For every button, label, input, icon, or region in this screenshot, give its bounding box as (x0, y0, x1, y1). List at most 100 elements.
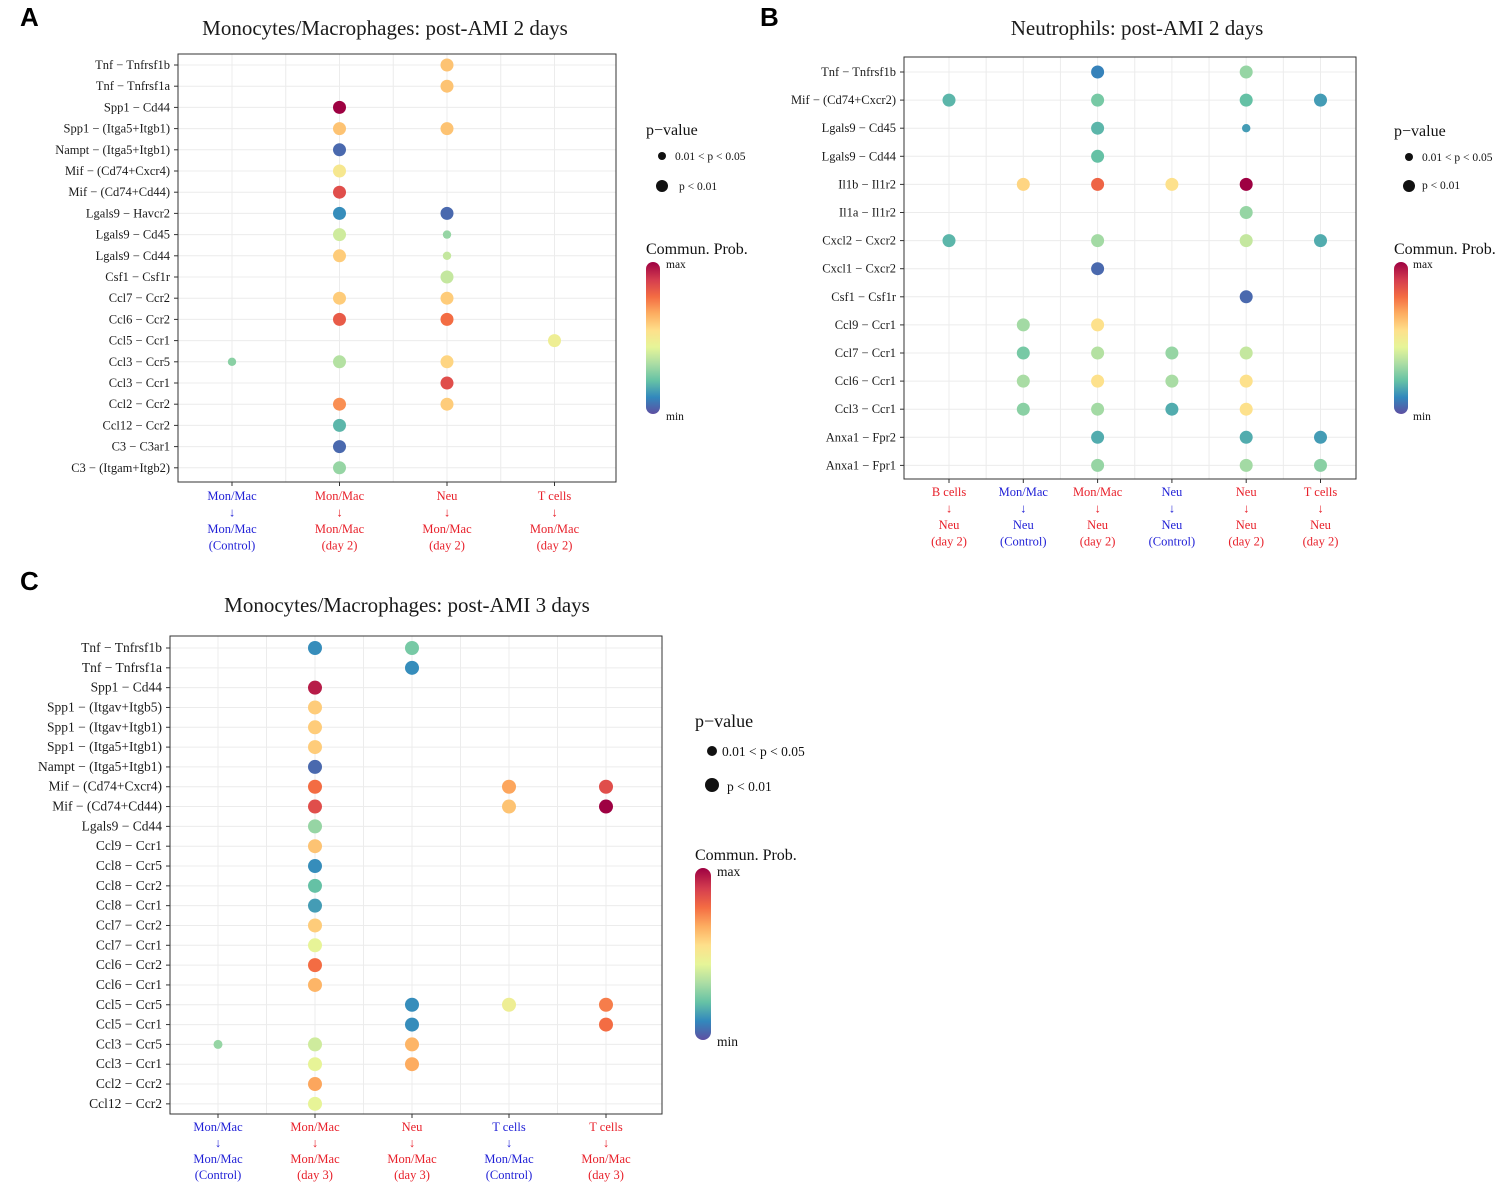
panel-b-prob-legend: Commun. Prob. max min (1394, 241, 1496, 423)
panel-b-column-labels: B cells↓Neu(day 2)Mon/Mac↓Neu(Control)Mo… (931, 479, 1338, 549)
data-point (308, 641, 322, 655)
data-point (1091, 150, 1104, 163)
panel-a-plot-background (178, 54, 616, 482)
data-point (1240, 375, 1253, 388)
panel-a-pvalue-title: p−value (646, 122, 698, 139)
column-target-label: Mon/Mac (422, 522, 472, 536)
data-point (1242, 124, 1250, 132)
column-arrow: ↓ (946, 502, 952, 516)
row-label: Il1b − Il1r2 (838, 177, 896, 191)
panel-b-pvalue-small-label: 0.01 < p < 0.05 (1422, 152, 1493, 164)
data-point (1017, 178, 1030, 191)
column-condition-label: (Control) (486, 1168, 533, 1182)
row-label: Ccl7 − Ccr2 (96, 917, 162, 932)
column-source-label: Mon/Mac (1073, 485, 1123, 499)
data-point (1165, 347, 1178, 360)
data-point (308, 978, 322, 992)
row-label: Ccl9 − Ccr1 (96, 838, 162, 853)
panel-c-prob-min: min (717, 1034, 738, 1049)
data-point (333, 440, 346, 453)
column-condition-label: (Control) (1000, 535, 1047, 549)
data-point (308, 681, 322, 695)
panel-c-pvalue-large-dot (705, 778, 719, 792)
row-label: Ccl3 − Ccr1 (96, 1056, 162, 1071)
data-point (443, 230, 451, 238)
row-label: Lgals9 − Cd44 (96, 249, 171, 263)
data-point (333, 165, 346, 178)
panel-letter-a: A (20, 2, 39, 32)
column-source-label: Mon/Mac (999, 485, 1049, 499)
column-target-label: Neu (1236, 518, 1258, 532)
row-label: Ccl7 − Ccr1 (835, 346, 896, 360)
column-arrow: ↓ (444, 506, 450, 520)
column-target-label: Mon/Mac (484, 1152, 534, 1166)
panel-a-column-labels: Mon/Mac↓Mon/Mac(Control)Mon/Mac↓Mon/Mac(… (207, 482, 579, 553)
row-label: Cxcl2 − Cxcr2 (822, 234, 896, 248)
row-label: Spp1 − (Itga5+Itgb1) (64, 122, 170, 136)
row-label: Mif − (Cd74+Cd44) (52, 799, 162, 814)
panel-b-pvalue-large-dot (1403, 180, 1415, 192)
row-label: Tnf − Tnfrsf1a (96, 79, 171, 93)
column-condition-label: (day 3) (297, 1168, 333, 1182)
data-point (502, 998, 516, 1012)
column-condition-label: (day 2) (322, 539, 358, 553)
data-point (1240, 347, 1253, 360)
data-point (308, 938, 322, 952)
column-target-label: Mon/Mac (290, 1152, 340, 1166)
panel-c-colorbar (695, 868, 711, 1040)
row-label: Mif − (Cd74+Cd44) (68, 185, 170, 199)
data-point (308, 1077, 322, 1091)
row-label: Spp1 − Cd44 (104, 100, 171, 114)
panel-a-prob-min: min (666, 411, 684, 423)
row-label: Ccl5 − Ccr5 (96, 997, 162, 1012)
column-target-label: Mon/Mac (387, 1152, 437, 1166)
data-point (405, 641, 419, 655)
panel-b-pvalue-legend: p−value 0.01 < p < 0.05 p < 0.01 (1394, 123, 1493, 192)
data-point (1091, 122, 1104, 135)
panel-c-title: Monocytes/Macrophages: post-AMI 3 days (224, 593, 590, 617)
data-point (333, 461, 346, 474)
row-label: Mif − (Cd74+Cxcr4) (65, 164, 170, 178)
row-label: Il1a − Il1r2 (839, 206, 896, 220)
row-label: Tnf − Tnfrsf1b (821, 65, 896, 79)
panel-a-row-labels: Tnf − Tnfrsf1bTnf − Tnfrsf1aSpp1 − Cd44S… (55, 58, 178, 475)
panel-a-pvalue-large-label: p < 0.01 (679, 181, 717, 193)
data-point (405, 1057, 419, 1071)
data-point (228, 358, 236, 366)
data-point (333, 398, 346, 411)
figure: A B C Monocytes/Macrophages: post-AMI 2 … (0, 0, 1498, 1183)
row-label: Ccl6 − Ccr2 (109, 312, 170, 326)
panel-a-colorbar (646, 262, 660, 414)
data-point (405, 1037, 419, 1051)
column-target-label: Neu (1013, 518, 1035, 532)
data-point (1314, 94, 1327, 107)
panel-a-pvalue-small-dot (658, 152, 666, 160)
data-point (333, 228, 346, 241)
data-point (1240, 178, 1253, 191)
column-condition-label: (day 2) (1080, 535, 1116, 549)
panel-letter-b: B (760, 2, 779, 32)
panel-b-plot-background (904, 57, 1356, 479)
column-source-label: T cells (1304, 485, 1338, 499)
row-label: Lgals9 − Cd44 (822, 149, 897, 163)
row-label: Ccl6 − Ccr2 (96, 957, 162, 972)
row-label: Spp1 − Cd44 (91, 680, 163, 695)
column-target-label: Neu (1087, 518, 1109, 532)
panel-a: Monocytes/Macrophages: post-AMI 2 days T… (55, 16, 748, 553)
row-label: Ccl9 − Ccr1 (835, 318, 896, 332)
data-point (1240, 94, 1253, 107)
data-point (441, 377, 454, 390)
data-point (1091, 94, 1104, 107)
row-label: Anxa1 − Fpr2 (826, 430, 896, 444)
column-arrow: ↓ (551, 506, 557, 520)
data-point (441, 271, 454, 284)
row-label: Ccl3 − Ccr1 (835, 402, 896, 416)
row-label: Ccl8 − Ccr1 (96, 898, 162, 913)
data-point (1240, 290, 1253, 303)
data-point (441, 398, 454, 411)
data-point (1165, 375, 1178, 388)
column-condition-label: (day 3) (394, 1168, 430, 1182)
row-label: Nampt − (Itga5+Itgb1) (38, 759, 162, 774)
data-point (441, 313, 454, 326)
panel-c-prob-legend: Commun. Prob. max min (695, 847, 797, 1049)
